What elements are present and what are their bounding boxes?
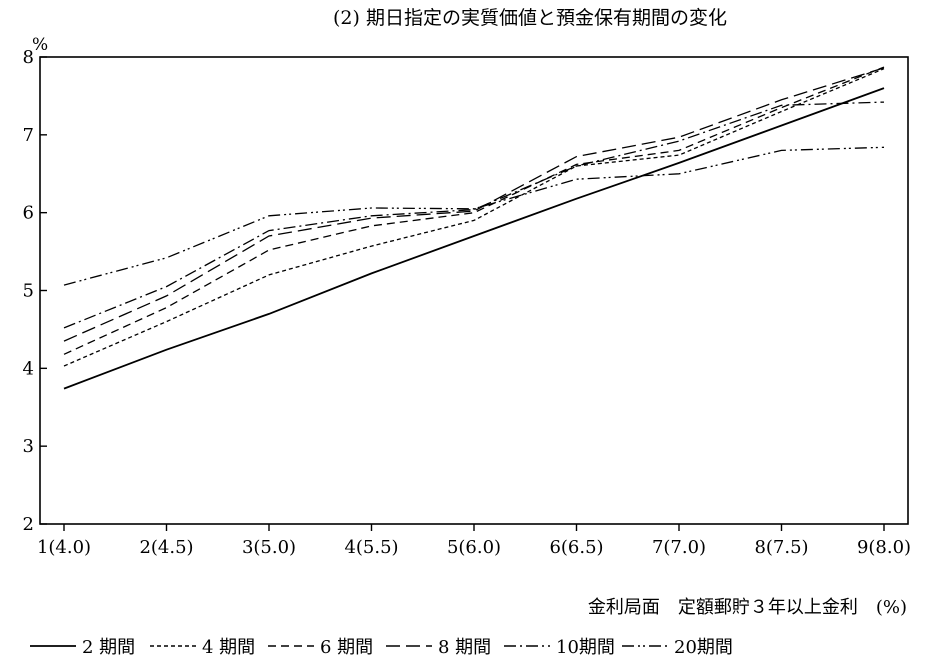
x-tick-label: 8(7.5): [754, 537, 808, 558]
y-tick-label: 6: [23, 203, 34, 224]
y-tick-label: 7: [23, 125, 34, 146]
legend-label: 8 期間: [438, 637, 491, 658]
y-tick-label: 2: [23, 514, 34, 535]
legend-label: 10期間: [556, 637, 615, 658]
series-line-2: [63, 68, 885, 367]
x-tick-label: 2(4.5): [139, 537, 193, 558]
chart-title: (2) 期日指定の実質価値と預金保有期間の変化: [333, 7, 727, 29]
y-tick-label: 4: [23, 358, 34, 379]
y-tick-label: 5: [23, 281, 34, 302]
series-line-5: [63, 101, 885, 329]
legend-label: 4 期間: [202, 637, 255, 658]
x-tick-label: 6(6.5): [549, 537, 603, 558]
legend: 2 期間 4 期間 6 期間 8 期間 10期間 20期間: [30, 637, 733, 658]
x-tick-label: 3(5.0): [242, 537, 296, 558]
x-axis-label: 金利局面 定額郵貯３年以上金利 (%): [588, 597, 907, 618]
legend-label: 20期間: [674, 637, 733, 658]
x-axis-ticks: 1(4.0) 2(4.5) 3(5.0) 4(5.5) 5(6.0) 6(6.5) 7(7.…: [37, 524, 911, 558]
y-axis-ticks: 2 3 4 5 6 7 8: [23, 47, 47, 535]
y-tick-label: 3: [23, 436, 34, 457]
x-tick-label: 5(6.0): [447, 537, 501, 558]
series-line-1: [63, 87, 885, 390]
x-tick-label: 9(8.0): [857, 537, 911, 558]
series-lines: [63, 66, 885, 390]
x-tick-label: 7(7.0): [652, 537, 706, 558]
y-axis-unit: %: [32, 35, 48, 55]
series-line-6: [63, 146, 885, 286]
legend-label: 6 期間: [320, 637, 373, 658]
series-line-4: [63, 67, 885, 342]
series-line-3: [63, 66, 885, 355]
x-tick-label: 1(4.0): [37, 537, 91, 558]
legend-label: 2 期間: [82, 637, 135, 658]
x-tick-label: 4(5.5): [344, 537, 398, 558]
y-tick-label: 8: [23, 47, 34, 68]
